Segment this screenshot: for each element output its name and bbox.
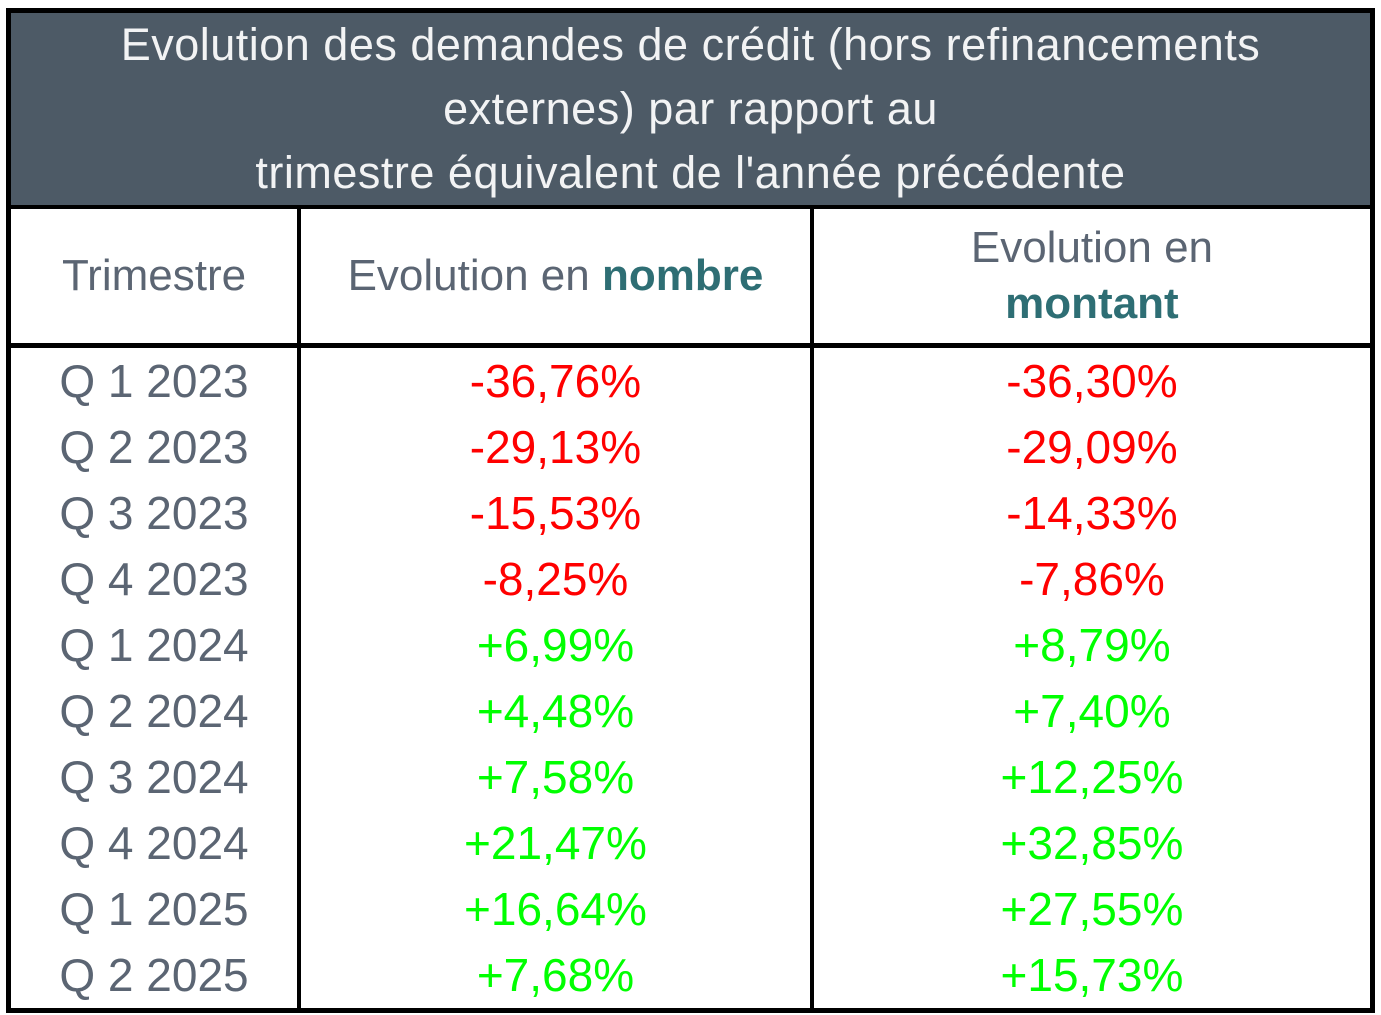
montant-value: +12,25%	[809, 744, 1373, 810]
column-header-trimestre: Trimestre	[8, 207, 300, 348]
quarter-label: Q 1 2024	[8, 612, 300, 678]
table-row: Q 2 2025 +7,68% +15,73%	[8, 942, 1373, 1011]
montant-value: +7,40%	[809, 678, 1373, 744]
table-title-line-1: Evolution des demandes de crédit (hors r…	[120, 19, 1261, 70]
montant-value: +15,73%	[809, 942, 1373, 1011]
nombre-value: -29,13%	[297, 414, 812, 480]
table-title-line-3: trimestre équivalent de l'année précéden…	[255, 147, 1126, 198]
montant-value: -29,09%	[809, 414, 1373, 480]
montant-value: +27,55%	[809, 876, 1373, 942]
nombre-value: -8,25%	[297, 546, 812, 612]
quarter-label: Q 4 2023	[8, 546, 300, 612]
title-row: Evolution des demandes de crédit (hors r…	[8, 10, 1373, 209]
nombre-value: +21,47%	[297, 810, 812, 876]
quarter-label: Q 2 2024	[8, 678, 300, 744]
credit-evolution-table: Evolution des demandes de crédit (hors r…	[6, 8, 1375, 1013]
montant-value: -7,86%	[809, 546, 1373, 612]
column-header-montant-bold: montant	[1005, 279, 1179, 328]
table-row: Q 2 2023 -29,13% -29,09%	[8, 414, 1373, 480]
nombre-value: -36,76%	[297, 345, 812, 414]
column-header-nombre: Evolution en nombre	[297, 207, 812, 348]
table-row: Q 4 2024 +21,47% +32,85%	[8, 810, 1373, 876]
quarter-label: Q 4 2024	[8, 810, 300, 876]
table-title: Evolution des demandes de crédit (hors r…	[8, 10, 1373, 209]
nombre-value: -15,53%	[297, 480, 812, 546]
nombre-value: +4,48%	[297, 678, 812, 744]
quarter-label: Q 3 2023	[8, 480, 300, 546]
montant-value: -36,30%	[809, 345, 1373, 414]
nombre-value: +7,68%	[297, 942, 812, 1011]
quarter-label: Q 2 2023	[8, 414, 300, 480]
quarter-label: Q 1 2023	[8, 345, 300, 414]
column-header-montant: Evolution en montant	[809, 207, 1373, 348]
table-row: Q 2 2024 +4,48% +7,40%	[8, 678, 1373, 744]
table-row: Q 4 2023 -8,25% -7,86%	[8, 546, 1373, 612]
nombre-value: +6,99%	[297, 612, 812, 678]
table-row: Q 1 2025 +16,64% +27,55%	[8, 876, 1373, 942]
quarter-label: Q 1 2025	[8, 876, 300, 942]
column-header-row: Trimestre Evolution en nombre Evolution …	[8, 207, 1373, 348]
table-body: Q 1 2023 -36,76% -36,30% Q 2 2023 -29,13…	[8, 345, 1373, 1011]
column-header-montant-prefix: Evolution en	[970, 223, 1214, 272]
montant-value: +32,85%	[809, 810, 1373, 876]
quarter-label: Q 2 2025	[8, 942, 300, 1011]
montant-value: +8,79%	[809, 612, 1373, 678]
table-row: Q 3 2024 +7,58% +12,25%	[8, 744, 1373, 810]
table-row: Q 1 2024 +6,99% +8,79%	[8, 612, 1373, 678]
nombre-value: +16,64%	[297, 876, 812, 942]
table-row: Q 1 2023 -36,76% -36,30%	[8, 345, 1373, 414]
table-title-line-2: externes) par rapport au	[443, 83, 938, 134]
quarter-label: Q 3 2024	[8, 744, 300, 810]
credit-evolution-report: Evolution des demandes de crédit (hors r…	[6, 8, 1375, 1013]
montant-value: -14,33%	[809, 480, 1373, 546]
column-header-nombre-prefix: Evolution en	[347, 251, 602, 300]
table-row: Q 3 2023 -15,53% -14,33%	[8, 480, 1373, 546]
column-header-nombre-bold: nombre	[601, 251, 764, 300]
nombre-value: +7,58%	[297, 744, 812, 810]
